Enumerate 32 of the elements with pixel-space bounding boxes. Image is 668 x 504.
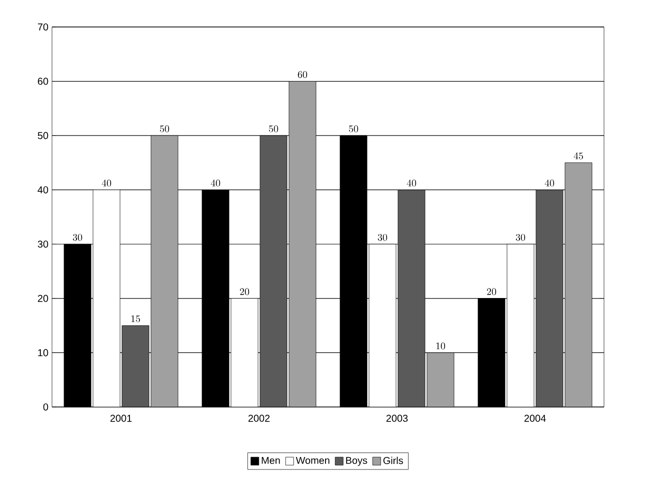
data-label: 60 [298, 71, 308, 78]
y-tick-label: 30 [38, 240, 48, 248]
legend-label: Girls [383, 456, 403, 464]
data-label: 50 [160, 125, 170, 132]
legend-label: Women [296, 456, 330, 464]
data-label: 40 [102, 180, 112, 187]
y-tick-label: 60 [38, 78, 48, 85]
x-tick-label: 2002 [248, 414, 270, 422]
data-label: 45 [574, 152, 583, 160]
x-tick-label: 2003 [386, 414, 408, 422]
data-label: 40 [406, 180, 416, 187]
y-tick-label: 0 [43, 403, 48, 411]
data-label: 30 [516, 234, 526, 241]
data-label: 50 [269, 125, 278, 132]
data-label: 50 [349, 125, 358, 132]
legend-label: Boys [346, 456, 368, 466]
data-label: 20 [240, 288, 250, 296]
legend-label: Men [262, 456, 280, 464]
data-label: 10 [436, 342, 446, 350]
x-tick-label: 2004 [524, 414, 546, 422]
data-label: 20 [487, 288, 496, 296]
y-tick-label: 10 [38, 349, 48, 356]
data-label: 30 [72, 234, 82, 241]
x-tick-label: 2001 [110, 414, 132, 422]
y-tick-label: 20 [38, 294, 48, 302]
data-label: 30 [378, 234, 388, 241]
data-label: 40 [210, 180, 220, 187]
y-tick-label: 50 [38, 132, 48, 140]
data-label: 40 [544, 180, 554, 187]
data-label: 15 [131, 315, 140, 322]
y-tick-label: 70 [38, 23, 48, 31]
y-tick-label: 40 [38, 186, 48, 194]
